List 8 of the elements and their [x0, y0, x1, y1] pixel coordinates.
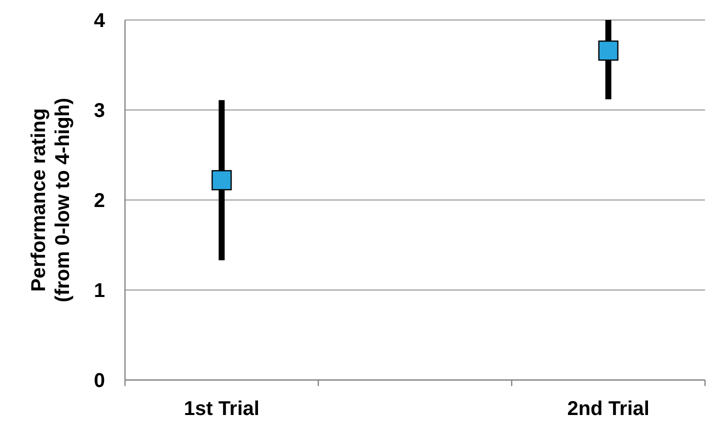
- y-tick-label: 0: [94, 370, 105, 392]
- x-tick-label: 1st Trial: [184, 398, 260, 420]
- y-tick-label: 2: [94, 190, 105, 212]
- y-tick-label: 4: [94, 10, 106, 32]
- y-tick-label: 3: [94, 100, 105, 122]
- y-tick-label: 1: [94, 280, 105, 302]
- y-axis-title: Performance rating (from 0-low to 4-high): [28, 98, 74, 302]
- x-tick-label: 2nd Trial: [567, 398, 650, 420]
